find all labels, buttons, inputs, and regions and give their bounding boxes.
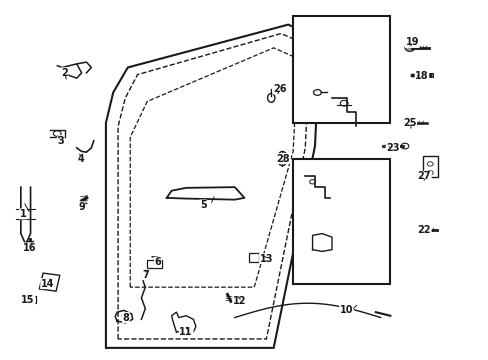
Text: 20: 20 [305, 91, 319, 101]
Text: 26: 26 [272, 84, 285, 94]
Text: 24: 24 [304, 171, 318, 181]
Bar [39, 273, 60, 291]
Text: 9: 9 [78, 202, 85, 212]
Bar [22, 296, 36, 303]
Text: 13: 13 [259, 253, 273, 264]
Text: 12: 12 [232, 296, 246, 306]
Text: 16: 16 [23, 243, 36, 253]
Text: 5: 5 [200, 200, 206, 210]
Text: 4: 4 [77, 154, 84, 163]
Text: 6: 6 [154, 257, 161, 267]
Bar [249, 253, 259, 262]
Bar [292, 158, 389, 284]
Text: 15: 15 [21, 295, 35, 305]
Circle shape [404, 44, 414, 51]
Text: 21: 21 [325, 253, 338, 264]
Bar [427, 73, 432, 77]
Text: 1: 1 [20, 209, 26, 219]
Text: 2: 2 [61, 68, 68, 78]
Text: 23: 23 [385, 143, 399, 153]
Text: 17: 17 [325, 114, 338, 124]
Bar [422, 156, 437, 177]
Bar [147, 260, 162, 267]
Text: 11: 11 [179, 327, 192, 337]
Text: 7: 7 [142, 270, 148, 280]
Text: 10: 10 [339, 305, 353, 315]
Text: 22: 22 [417, 225, 430, 235]
Text: 3: 3 [57, 136, 64, 146]
Text: 18: 18 [414, 71, 428, 81]
Text: 14: 14 [41, 279, 54, 289]
Text: 28: 28 [276, 154, 289, 163]
Text: 25: 25 [402, 118, 416, 128]
Text: 8: 8 [122, 312, 129, 323]
Bar [292, 16, 389, 123]
Text: 27: 27 [417, 171, 430, 181]
Text: 19: 19 [405, 37, 418, 48]
